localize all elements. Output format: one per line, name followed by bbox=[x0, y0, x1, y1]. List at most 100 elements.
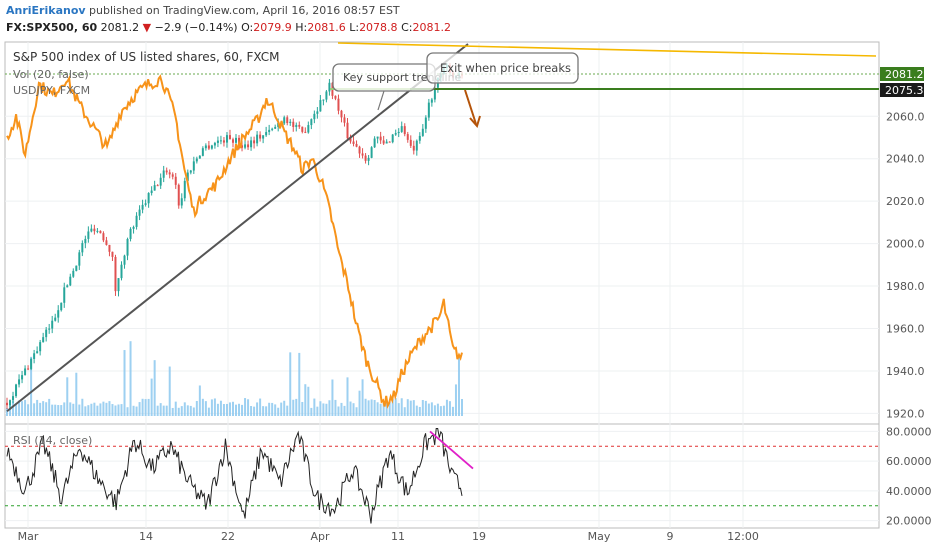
volume-bar bbox=[84, 406, 87, 416]
volume-bar bbox=[403, 407, 406, 416]
volume-bar bbox=[219, 400, 222, 416]
volume-bar bbox=[319, 401, 322, 416]
candle-body bbox=[228, 135, 231, 140]
candle-body bbox=[153, 185, 156, 191]
x-tick-label: 22 bbox=[221, 530, 235, 543]
usdjpy-legend[interactable]: USDJPY, FXCM bbox=[13, 84, 90, 97]
candle-body bbox=[60, 302, 63, 311]
candle-body bbox=[222, 140, 225, 143]
volume-bar bbox=[81, 398, 84, 416]
rsi-line bbox=[6, 428, 463, 524]
volume-bar bbox=[222, 404, 225, 416]
volume-bar bbox=[388, 401, 391, 416]
price-badge-current-text: 2081.2 bbox=[885, 68, 924, 81]
volume-bar bbox=[367, 400, 370, 416]
volume-bar bbox=[159, 403, 162, 416]
main-series-legend[interactable]: S&P 500 index of US listed shares, 60, F… bbox=[13, 50, 279, 64]
trendline-callout-pointer bbox=[377, 90, 385, 111]
candle-body bbox=[42, 337, 45, 343]
volume-bar bbox=[72, 403, 75, 416]
exit-callout-text: Exit when price breaks bbox=[440, 61, 571, 75]
change-value: −2.9 (−0.14%) bbox=[154, 21, 238, 34]
volume-bar bbox=[382, 403, 385, 416]
candle-body bbox=[259, 134, 262, 139]
low-label: L: bbox=[349, 21, 360, 34]
volume-bar bbox=[439, 406, 442, 416]
volume-bar bbox=[225, 403, 228, 416]
volume-bar bbox=[427, 403, 430, 416]
volume-legend[interactable]: Vol (20, false) bbox=[13, 68, 89, 81]
candle-body bbox=[24, 368, 27, 376]
volume-bar bbox=[9, 405, 12, 416]
volume-bar bbox=[114, 405, 117, 416]
candle-body bbox=[247, 144, 250, 148]
y-tick-label: 2020.0 bbox=[886, 195, 925, 208]
candle-body bbox=[177, 184, 180, 206]
volume-bar bbox=[210, 399, 213, 416]
volume-bar bbox=[231, 401, 234, 416]
volume-bar bbox=[156, 405, 159, 416]
candle-body bbox=[286, 117, 289, 124]
volume-bar bbox=[123, 350, 126, 416]
volume-bar bbox=[400, 398, 403, 416]
volume-bar bbox=[48, 398, 51, 416]
candle-body bbox=[400, 126, 403, 132]
x-tick-label: May bbox=[588, 530, 611, 543]
volume-bar bbox=[376, 402, 379, 416]
candle-body bbox=[162, 170, 165, 178]
rsi-legend[interactable]: RSI (14, close) bbox=[13, 434, 92, 447]
candle-body bbox=[385, 141, 388, 144]
volume-bar bbox=[451, 406, 454, 416]
volume-bar bbox=[201, 398, 204, 416]
volume-bar bbox=[334, 399, 337, 416]
candle-body bbox=[78, 252, 81, 266]
volume-bar bbox=[87, 405, 90, 416]
close-value: 2081.2 bbox=[412, 21, 451, 34]
candle-body bbox=[307, 125, 310, 133]
volume-bar bbox=[307, 386, 310, 416]
publish-text: published on TradingView.com, April 16, … bbox=[89, 4, 400, 17]
volume-bar bbox=[448, 401, 451, 416]
rsi-tick-label: 60.0000 bbox=[886, 455, 932, 468]
volume-bar bbox=[406, 399, 409, 416]
volume-bar bbox=[183, 402, 186, 416]
candle-body bbox=[379, 136, 382, 141]
candle-body bbox=[265, 132, 268, 136]
volume-bar bbox=[331, 379, 334, 416]
candle-body bbox=[183, 180, 186, 199]
candle-body bbox=[433, 87, 436, 100]
resistance-line bbox=[337, 42, 877, 57]
volume-bar bbox=[445, 399, 448, 416]
candle-body bbox=[367, 157, 370, 161]
candle-body bbox=[244, 144, 247, 148]
author-link[interactable]: AnriErikanov bbox=[6, 4, 86, 17]
volume-bar bbox=[60, 405, 63, 416]
candle-body bbox=[87, 231, 90, 239]
volume-bar bbox=[177, 407, 180, 416]
volume-bar bbox=[349, 401, 352, 416]
candle-body bbox=[298, 124, 301, 127]
volume-bar bbox=[436, 403, 439, 416]
candle-body bbox=[268, 129, 271, 133]
y-tick-label: 1940.0 bbox=[886, 365, 925, 378]
volume-bar bbox=[141, 398, 144, 416]
volume-bar bbox=[328, 400, 331, 416]
candle-body bbox=[364, 155, 367, 161]
volume-bar bbox=[298, 352, 301, 416]
low-value: 2078.8 bbox=[359, 21, 398, 34]
candle-body bbox=[213, 142, 216, 146]
candle-body bbox=[102, 233, 105, 241]
y-tick-label: 2060.0 bbox=[886, 110, 925, 123]
candle-body bbox=[57, 310, 60, 318]
exit-callout-box[interactable] bbox=[426, 52, 579, 84]
candle-body bbox=[310, 119, 313, 126]
candle-body bbox=[96, 230, 99, 232]
candle-body bbox=[373, 138, 376, 148]
volume-bar bbox=[397, 403, 400, 416]
volume-bar bbox=[120, 404, 123, 416]
volume-bar bbox=[45, 402, 48, 416]
candle-body bbox=[135, 215, 138, 227]
volume-bar bbox=[33, 403, 36, 416]
volume-bar bbox=[57, 405, 60, 416]
